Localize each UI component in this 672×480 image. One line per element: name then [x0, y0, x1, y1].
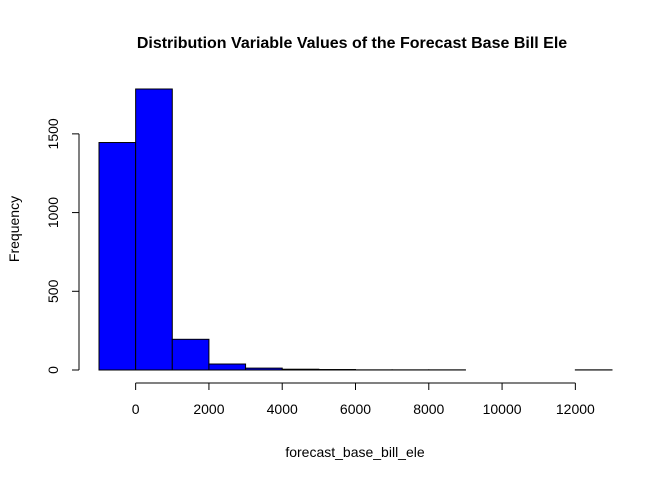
x-axis-label: forecast_base_bill_ele: [285, 444, 425, 460]
histogram-bar: [281, 368, 320, 371]
y-axis: 0 500 1000 1500: [45, 118, 80, 374]
x-tick-label: 2000: [193, 401, 224, 417]
y-tick-label: 1500: [45, 118, 61, 149]
y-tick-label: 1000: [45, 197, 61, 228]
y-axis-label: Frequency: [6, 196, 22, 262]
x-tick-label: 0: [132, 401, 140, 417]
histogram-bar: [171, 338, 210, 371]
histogram-bar: [135, 88, 173, 371]
x-tick-label: 6000: [340, 401, 371, 417]
x-tick-label: 8000: [413, 401, 444, 417]
chart-title: Distribution Variable Values of the Fore…: [137, 35, 567, 52]
histogram-bar: [208, 363, 247, 371]
histogram-bar: [245, 367, 283, 371]
histogram-bar: [98, 142, 137, 371]
x-tick-label: 12000: [556, 401, 595, 417]
bars: [98, 88, 613, 371]
x-tick-label: 4000: [267, 401, 298, 417]
x-axis: 0 2000 4000 6000 8000 10000 12000: [132, 382, 595, 417]
y-tick-label: 500: [45, 279, 61, 303]
x-tick-label: 10000: [483, 401, 522, 417]
y-tick-label: 0: [45, 366, 61, 374]
